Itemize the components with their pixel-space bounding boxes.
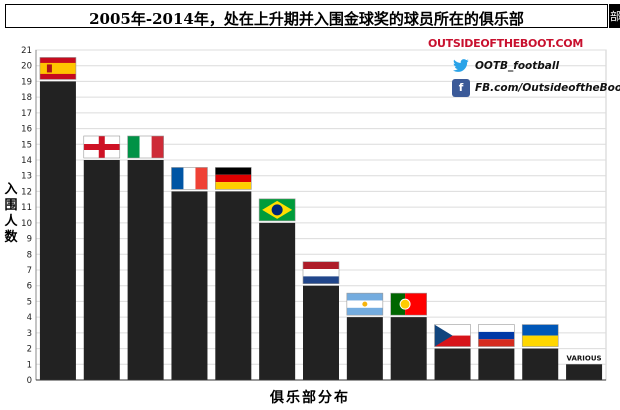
bar [434,348,471,380]
chart-title: 2005年-2014年，处在上升期并入围金球奖的球员所在的俱乐部 [89,10,524,28]
spain-flag-icon [39,57,77,80]
y-tick-label: 14 [21,156,32,166]
bar [566,364,603,380]
twitter-handle: OOTB_football [452,57,559,75]
y-tick-label: 2 [27,345,32,355]
russia-flag-icon [478,324,515,347]
facebook-link-text: FB.com/OutsideoftheBoot [475,82,620,94]
bar [215,191,252,380]
bar [346,317,383,380]
y-tick-label: 5 [27,297,32,307]
title-overflow-text: 部 [610,10,620,23]
y-tick-label: 6 [27,282,32,292]
netherlands-flag-icon [302,261,340,285]
y-axis-label: 入围人数 [3,182,19,246]
y-tick-label: 17 [21,109,32,119]
title-overflow: 部 [609,4,620,28]
y-tick-label: 4 [27,313,32,323]
germany-flag-icon [215,167,252,190]
bar [171,191,208,380]
y-tick-label: 7 [27,266,32,276]
y-tick-label: 18 [21,93,32,103]
y-tick-label: 11 [21,203,32,213]
bar [478,348,515,380]
y-tick-label: 16 [21,125,32,135]
y-tick-label: 10 [21,219,32,229]
brand-logo: OUTSIDEOFTHEBOOT.COM [428,37,584,50]
y-tick-label: 8 [27,250,32,260]
bar [303,285,339,380]
bar [390,317,427,380]
y-tick-label: 20 [21,62,32,72]
bar-label-various: VARIOUS [567,354,602,362]
y-axis-label-char: 入 [4,182,18,197]
france-flag-icon [171,167,208,190]
ukraine-flag-icon [521,324,559,347]
y-tick-label: 0 [27,376,32,386]
bar [259,222,296,380]
y-tick-label: 3 [27,329,32,339]
facebook-icon: f [452,79,470,97]
bar [522,348,559,380]
facebook-link: f FB.com/OutsideoftheBoot [452,79,620,97]
y-tick-label: 15 [21,140,32,150]
y-axis-label-char: 围 [4,198,18,213]
y-tick-label: 19 [21,77,32,87]
brazil-flag-icon [258,198,296,222]
argentina-flag-icon [346,292,384,316]
czech-flag-icon [434,324,471,347]
y-axis-label-char: 数 [4,230,18,245]
twitter-icon [452,57,470,75]
chart-title-bar: 2005年-2014年，处在上升期并入围金球奖的球员所在的俱乐部 [5,4,608,28]
y-axis-label-char: 人 [4,214,18,229]
y-tick-label: 9 [27,235,32,245]
bar [127,160,164,380]
x-axis-label: 俱乐部分布 [270,390,350,406]
bar [83,160,120,380]
y-tick-label: 12 [21,187,32,197]
y-tick-label: 1 [27,360,32,370]
y-tick-label: 21 [21,46,32,56]
bar [39,81,76,380]
y-tick-label: 13 [21,172,32,182]
twitter-handle-text: OOTB_football [475,60,560,72]
italy-flag-icon [127,135,164,159]
portugal-flag-icon [390,292,427,316]
england-flag-icon [83,135,121,159]
